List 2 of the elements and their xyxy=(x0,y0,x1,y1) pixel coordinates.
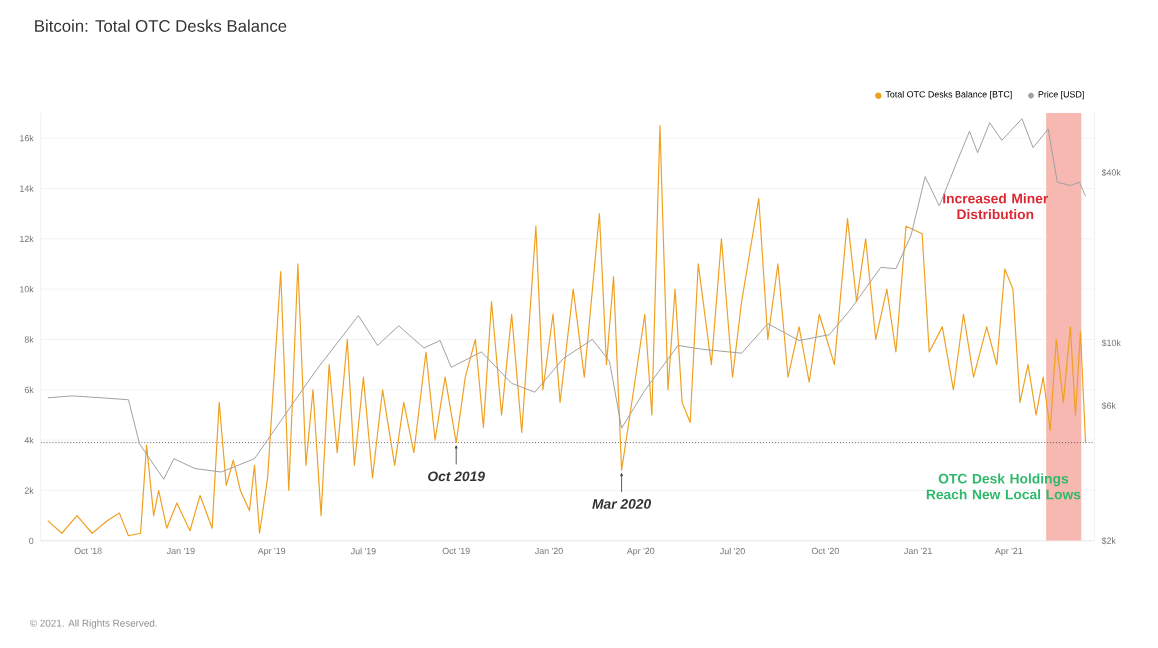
chart-title: Bitcoin: Total OTC Desks Balance xyxy=(35,19,287,32)
line-series xyxy=(47,125,1087,537)
